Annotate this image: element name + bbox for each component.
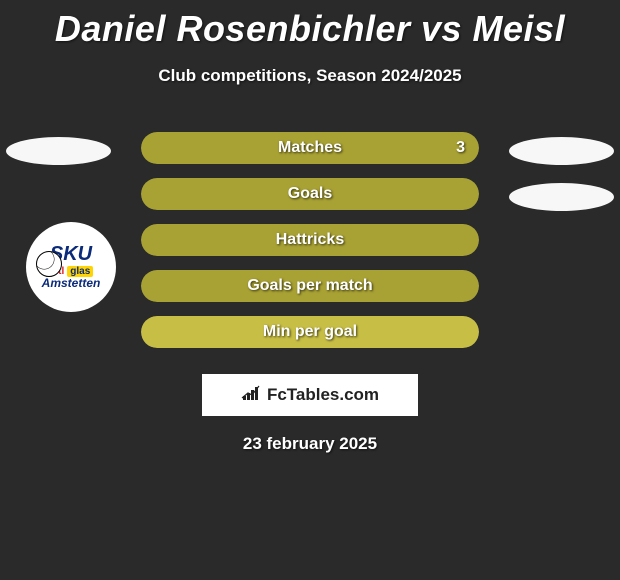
stat-row-goals: Goals SKU ertl glas Amstetten — [0, 174, 620, 220]
left-marker — [6, 137, 111, 165]
footer-brand-box: FcTables.com — [202, 374, 418, 416]
bar-fill — [141, 316, 479, 348]
stat-row-mpg: Min per goal — [0, 312, 620, 358]
comparison-chart: Matches 3 Goals SKU ertl glas Amstetten … — [0, 128, 620, 358]
right-marker — [509, 137, 614, 165]
stat-row-hattricks: Hattricks — [0, 220, 620, 266]
footer-brand: FcTables.com — [241, 384, 379, 407]
bar-track: Goals — [141, 178, 479, 210]
subtitle: Club competitions, Season 2024/2025 — [0, 66, 620, 86]
date-text: 23 february 2025 — [0, 434, 620, 454]
page-title: Daniel Rosenbichler vs Meisl — [0, 0, 620, 50]
bar-chart-icon — [241, 384, 263, 407]
bar-track: Matches 3 — [141, 132, 479, 164]
right-marker — [509, 183, 614, 211]
bar-fill — [141, 224, 479, 256]
bar-fill — [141, 132, 479, 164]
stat-row-gpm: Goals per match — [0, 266, 620, 312]
bar-track: Min per goal — [141, 316, 479, 348]
footer-brand-text: FcTables.com — [267, 385, 379, 405]
stat-row-matches: Matches 3 — [0, 128, 620, 174]
bar-track: Hattricks — [141, 224, 479, 256]
bar-fill — [141, 270, 479, 302]
bar-fill — [141, 178, 479, 210]
bar-track: Goals per match — [141, 270, 479, 302]
